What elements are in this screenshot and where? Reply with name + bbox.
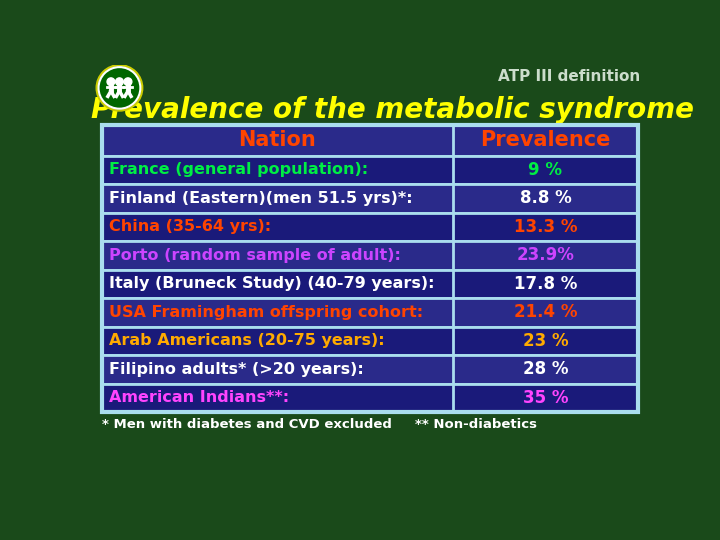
Text: Porto (random sample of adult):: Porto (random sample of adult): xyxy=(109,248,401,263)
Bar xyxy=(102,125,638,156)
Text: Finland (Eastern)(men 51.5 yrs)*:: Finland (Eastern)(men 51.5 yrs)*: xyxy=(109,191,413,206)
Circle shape xyxy=(124,78,132,86)
Circle shape xyxy=(116,78,123,86)
Text: Nation: Nation xyxy=(238,130,316,150)
Text: Filipino adults* (>20 years):: Filipino adults* (>20 years): xyxy=(109,362,364,377)
Bar xyxy=(102,213,638,241)
Text: ATP III definition: ATP III definition xyxy=(498,69,640,84)
Text: American Indians**:: American Indians**: xyxy=(109,390,289,406)
Bar xyxy=(102,269,638,298)
Bar xyxy=(102,125,638,412)
Text: 21.4 %: 21.4 % xyxy=(513,303,577,321)
Bar xyxy=(102,184,638,213)
Text: 13.3 %: 13.3 % xyxy=(513,218,577,236)
Text: 17.8 %: 17.8 % xyxy=(514,275,577,293)
Bar xyxy=(102,355,638,383)
Text: Prevalence of the metabolic syndrome: Prevalence of the metabolic syndrome xyxy=(91,96,694,124)
Text: * Men with diabetes and CVD excluded     ** Non-diabetics: * Men with diabetes and CVD excluded ** … xyxy=(102,418,536,431)
Text: 23.9%: 23.9% xyxy=(516,246,575,265)
Text: France (general population):: France (general population): xyxy=(109,163,369,178)
Bar xyxy=(102,298,638,327)
Bar xyxy=(102,241,638,269)
Text: Arab Americans (20-75 years):: Arab Americans (20-75 years): xyxy=(109,333,385,348)
Text: Italy (Bruneck Study) (40-79 years):: Italy (Bruneck Study) (40-79 years): xyxy=(109,276,435,292)
Circle shape xyxy=(99,67,140,109)
Text: 8.8 %: 8.8 % xyxy=(520,190,571,207)
Text: 35 %: 35 % xyxy=(523,389,568,407)
Circle shape xyxy=(107,78,114,86)
Bar xyxy=(102,383,638,412)
Circle shape xyxy=(96,65,143,111)
Bar xyxy=(102,156,638,184)
Bar xyxy=(102,327,638,355)
Text: China (35-64 yrs):: China (35-64 yrs): xyxy=(109,219,271,234)
Text: 28 %: 28 % xyxy=(523,360,568,379)
Text: Prevalence: Prevalence xyxy=(480,130,611,150)
Text: 9 %: 9 % xyxy=(528,161,562,179)
Text: 23 %: 23 % xyxy=(523,332,568,350)
Text: USA Framingham offspring cohort:: USA Framingham offspring cohort: xyxy=(109,305,423,320)
